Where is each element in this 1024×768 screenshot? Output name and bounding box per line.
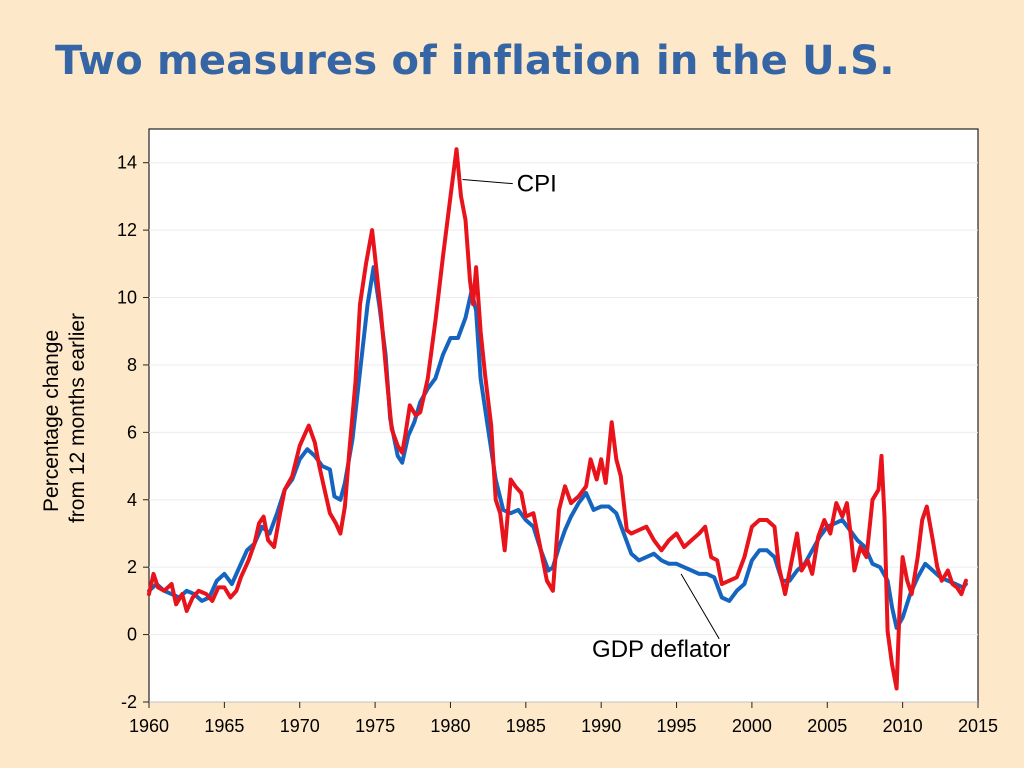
annotation-label: GDP deflator bbox=[592, 636, 730, 663]
y-tick-label: 4 bbox=[127, 490, 137, 510]
y-tick-label: -2 bbox=[121, 692, 137, 712]
y-axis-title-line-1: Percentage change bbox=[40, 330, 63, 512]
annotations: CPI GDP deflator bbox=[462, 171, 730, 663]
plot-area bbox=[148, 128, 979, 703]
x-tick-label: 1965 bbox=[204, 716, 244, 736]
x-tick-label: 1975 bbox=[355, 716, 395, 736]
y-tick-label: 6 bbox=[127, 422, 137, 442]
y-tick-label: 2 bbox=[127, 557, 137, 577]
x-tick-label: 2015 bbox=[958, 716, 998, 736]
x-tick-label: 1970 bbox=[280, 716, 320, 736]
series-line-cpi bbox=[147, 147, 968, 691]
annotation-leader bbox=[462, 179, 513, 185]
y-axis: -2 0 2 4 6 8 10 12 14 bbox=[117, 153, 149, 712]
x-tick-label: 1995 bbox=[657, 716, 697, 736]
annotation-label: CPI bbox=[517, 171, 557, 198]
y-tick-label: 0 bbox=[127, 625, 137, 645]
y-axis-title: Percentage change from 12 months earlier bbox=[40, 313, 89, 523]
y-axis-title-line-2: from 12 months earlier bbox=[66, 313, 89, 523]
x-tick-label: 1960 bbox=[129, 716, 169, 736]
y-tick-label: 10 bbox=[117, 288, 137, 308]
x-tick-label: 2010 bbox=[883, 716, 923, 736]
x-tick-label: 2005 bbox=[807, 716, 847, 736]
x-tick-label: 1980 bbox=[430, 716, 470, 736]
x-tick-label: 2000 bbox=[732, 716, 772, 736]
series-lines bbox=[147, 147, 968, 691]
annotation-leader bbox=[680, 573, 720, 640]
gridlines bbox=[149, 162, 978, 703]
x-tick-label: 1985 bbox=[506, 716, 546, 736]
slide-title: Two measures of inflation in the U.S. bbox=[55, 38, 895, 84]
y-tick-label: 14 bbox=[117, 153, 137, 173]
y-tick-label: 8 bbox=[127, 355, 137, 375]
x-tick-label: 1990 bbox=[581, 716, 621, 736]
y-tick-label: 12 bbox=[117, 220, 137, 240]
x-axis: 1960 1965 1970 1975 1980 1985 1990 1995 2000 2005… bbox=[129, 702, 998, 736]
